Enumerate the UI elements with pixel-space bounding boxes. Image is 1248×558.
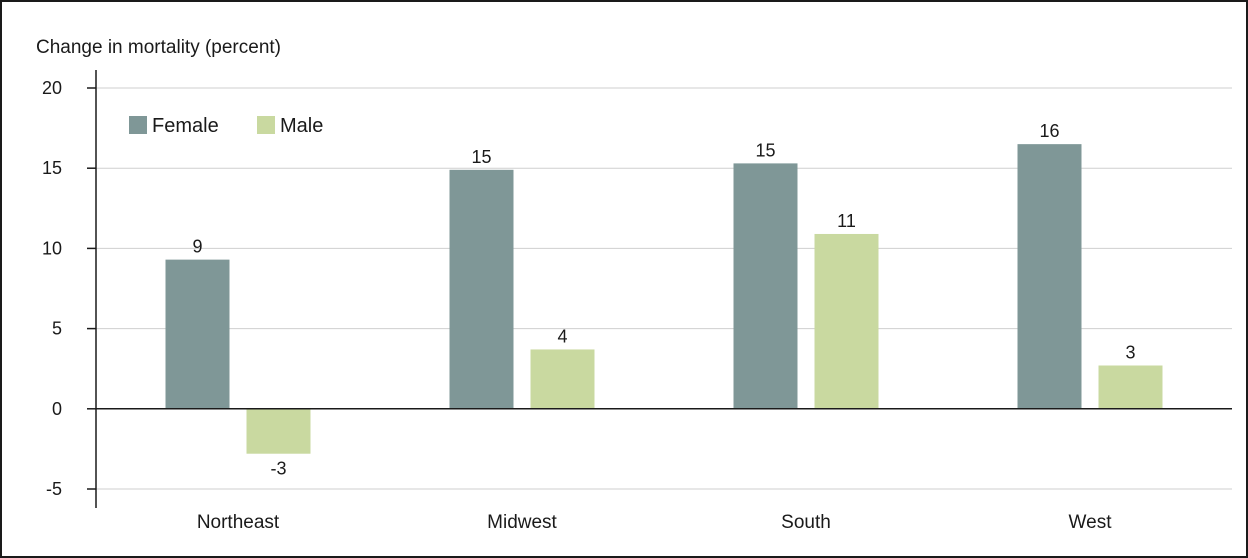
data-label: 11 [837, 211, 856, 231]
data-label: -3 [270, 459, 286, 479]
data-label: 15 [471, 147, 491, 167]
data-labels: 9 -3 15 4 15 11 16 3 [192, 121, 1135, 479]
bars [165, 144, 1163, 454]
x-tick-label: South [781, 512, 831, 533]
x-tick-label: Northeast [197, 512, 280, 533]
bar-male-west [1098, 365, 1163, 409]
bar-male-northeast [246, 408, 311, 454]
bar-female-south [733, 163, 798, 409]
x-axis-labels: Northeast Midwest South West [197, 512, 1112, 533]
data-label: 3 [1125, 342, 1135, 362]
legend-label-female: Female [152, 115, 219, 137]
y-tick-label: 0 [52, 399, 62, 419]
bar-female-northeast [165, 259, 230, 409]
legend-label-male: Male [280, 115, 323, 137]
data-label: 4 [557, 326, 567, 346]
x-tick-label: Midwest [487, 512, 557, 533]
data-label: 15 [755, 140, 775, 160]
bar-male-south [814, 233, 879, 409]
legend-swatch-female [129, 116, 147, 134]
y-tick-label: 10 [42, 238, 62, 258]
data-label: 9 [192, 237, 202, 257]
bar-female-midwest [449, 169, 514, 409]
y-axis-label: Change in mortality (percent) [36, 37, 281, 58]
legend: Female Male [129, 115, 323, 137]
y-tick-label: -5 [46, 479, 62, 499]
data-label: 16 [1039, 121, 1059, 141]
legend-swatch-male [257, 116, 275, 134]
bar-female-west [1017, 144, 1082, 409]
x-tick-label: West [1069, 512, 1113, 533]
y-axis-ticks: -5 0 5 10 15 20 [42, 78, 96, 499]
y-tick-label: 15 [42, 158, 62, 178]
y-tick-label: 20 [42, 78, 62, 98]
y-tick-label: 5 [52, 319, 62, 339]
bar-male-midwest [530, 349, 595, 409]
